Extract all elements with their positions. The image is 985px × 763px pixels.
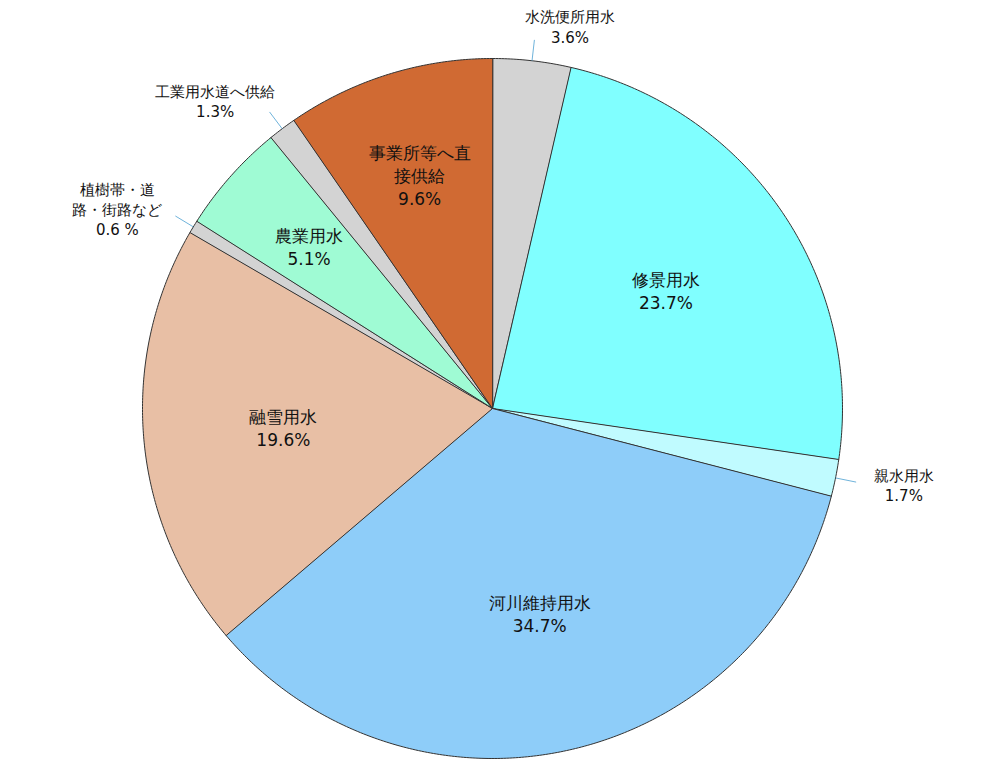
svg-text:河川維持用水34.7%: 河川維持用水34.7% <box>489 593 591 636</box>
svg-text:農業用水5.1%: 農業用水5.1% <box>275 226 343 269</box>
svg-text:水洗便所用水3.6%: 水洗便所用水3.6% <box>525 8 615 46</box>
svg-text:事業所等へ直接供給9.6%: 事業所等へ直接供給9.6% <box>369 143 471 209</box>
svg-text:修景用水23.7%: 修景用水23.7% <box>632 270 700 313</box>
svg-text:植樹帯・道路・街路など0.6 %: 植樹帯・道路・街路など0.6 % <box>72 181 162 240</box>
svg-text:工業用水道へ供給1.3%: 工業用水道へ供給1.3% <box>155 83 275 121</box>
svg-text:親水用水1.7%: 親水用水1.7% <box>874 467 934 505</box>
svg-text:融雪用水19.6%: 融雪用水19.6% <box>249 407 317 450</box>
